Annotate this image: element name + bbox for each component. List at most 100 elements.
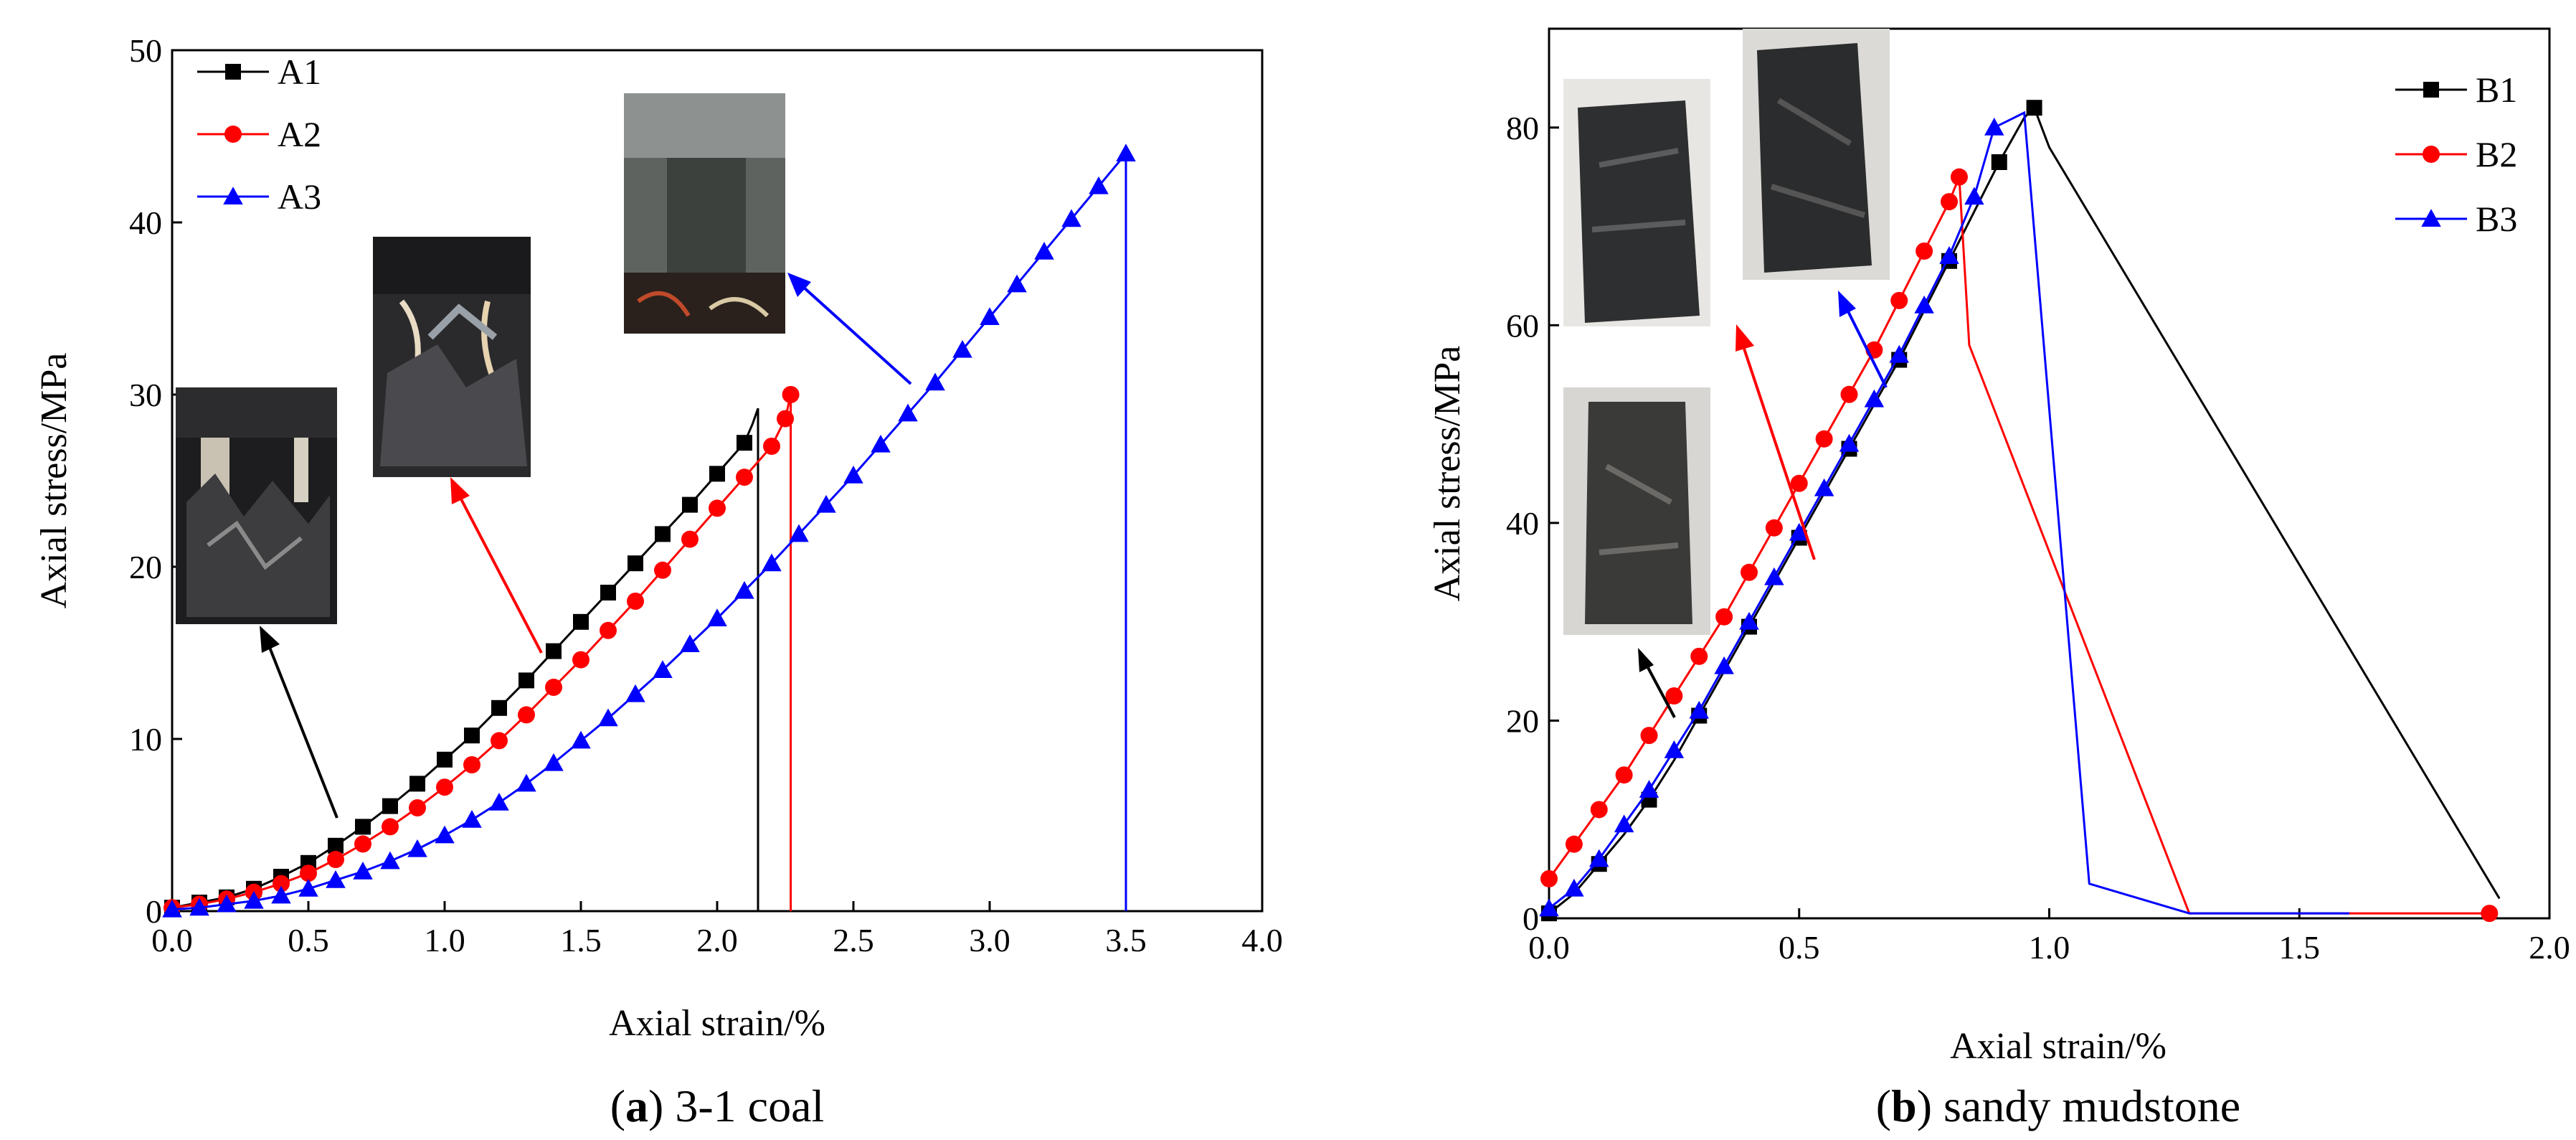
data-point-A3 — [544, 753, 564, 771]
legend-label: B1 — [2476, 70, 2517, 110]
data-point-A1 — [382, 798, 398, 814]
data-point-A2 — [354, 835, 371, 853]
y-tick-label: 50 — [129, 32, 162, 69]
y-tick-label: 80 — [1506, 110, 1539, 146]
data-point-A3 — [707, 608, 727, 626]
legend-marker — [224, 126, 242, 143]
data-point-B3 — [1614, 814, 1634, 833]
series-group-a — [162, 143, 1136, 918]
arrow-b1 — [1638, 648, 1676, 718]
data-point-A3 — [244, 890, 264, 909]
caption-a: (a) 3-1 coal — [610, 1080, 825, 1131]
x-tick-label: 0.5 — [1779, 929, 1820, 966]
data-point-B2 — [1540, 870, 1558, 887]
x-tick-label: 1.5 — [2279, 929, 2321, 966]
data-point-A2 — [782, 386, 800, 403]
data-point-B2 — [1665, 687, 1683, 705]
data-point-A2 — [777, 410, 794, 428]
data-point-B3 — [1539, 898, 1559, 917]
data-point-A3 — [407, 839, 427, 857]
legend-label: A2 — [278, 114, 321, 154]
x-tick-label: 0.0 — [151, 922, 193, 958]
y-tick-label: 40 — [129, 204, 162, 241]
specimen-photo-a2 — [373, 237, 531, 477]
data-point-A1 — [546, 643, 562, 659]
data-point-B3 — [1764, 567, 1784, 585]
legend-item-A1: A1 — [197, 52, 321, 92]
specimen-photo-b1 — [1563, 79, 1710, 326]
x-tick-label: 1.0 — [424, 922, 465, 958]
data-point-A2 — [627, 593, 644, 610]
data-point-A1 — [655, 526, 671, 542]
legend-marker — [2421, 209, 2441, 227]
data-point-A2 — [545, 679, 562, 696]
data-point-A3 — [271, 885, 291, 904]
legend-marker — [225, 64, 241, 80]
data-point-B2 — [1765, 519, 1783, 537]
data-point-B2 — [1565, 835, 1583, 853]
data-point-B3 — [1889, 344, 1909, 363]
series-group-b — [1539, 100, 2501, 923]
data-point-A1 — [628, 555, 643, 572]
data-point-A3 — [1116, 143, 1136, 161]
y-tick-label: 60 — [1506, 307, 1539, 344]
y-axis-label-b: Axial stress/MPa — [1427, 346, 1468, 602]
x-tick-label: 0.5 — [288, 922, 329, 958]
data-point-B3 — [1589, 849, 1609, 867]
data-point-B2 — [1815, 430, 1833, 448]
specimen-photo-b3 — [1563, 387, 1710, 635]
data-point-B2 — [1790, 474, 1808, 492]
legend-item-A2: A2 — [197, 114, 321, 154]
data-point-B3 — [1664, 740, 1685, 758]
data-point-A3 — [625, 684, 645, 702]
legend-marker — [223, 187, 243, 204]
axis-ticks-b: 0.0 0.5 1.0 1.5 2.0 0 20 40 60 80 — [1506, 110, 2570, 966]
data-point-A3 — [816, 494, 836, 513]
data-point-B2 — [1640, 727, 1658, 745]
data-point-B2 — [1615, 766, 1633, 784]
legend-marker — [2423, 146, 2440, 163]
data-point-A3 — [516, 773, 536, 792]
data-point-A2 — [736, 468, 753, 486]
legend-label: B3 — [2476, 199, 2517, 239]
data-point-A3 — [598, 708, 618, 727]
y-axis-label-a: Axial stress/MPa — [34, 353, 75, 609]
data-point-A3 — [789, 524, 809, 542]
data-point-A3 — [462, 810, 482, 828]
data-point-A1 — [409, 776, 425, 792]
data-point-A3 — [217, 894, 237, 913]
axis-ticks-a: 0.0 0.5 1.0 1.5 2.0 2.5 3.0 3.5 4.0 0 10 20 30 40 50 — [129, 32, 1283, 958]
data-point-B3 — [1939, 246, 1959, 264]
data-point-B3 — [1714, 656, 1734, 674]
data-point-A1 — [437, 751, 453, 768]
data-point-B1 — [2026, 100, 2042, 116]
data-point-B3 — [1639, 780, 1659, 798]
legend-item-A3: A3 — [197, 176, 321, 217]
data-point-A2 — [382, 818, 399, 836]
data-point-A3 — [1007, 274, 1027, 293]
data-point-A2 — [273, 875, 290, 892]
data-point-B2 — [1590, 801, 1608, 819]
data-point-A2 — [463, 756, 480, 773]
arrow-b3 — [1838, 291, 1888, 388]
data-point-A2 — [681, 530, 699, 548]
data-point-A1 — [464, 727, 480, 744]
specimen-photo-a1 — [176, 387, 337, 624]
data-point-A1 — [328, 837, 344, 854]
x-tick-label: 1.0 — [2029, 929, 2070, 966]
legend-label: B2 — [2476, 134, 2517, 174]
x-tick-label: 2.5 — [833, 922, 874, 958]
legend-item-B2: B2 — [2395, 134, 2517, 174]
data-point-B2 — [1690, 647, 1708, 665]
data-point-A1 — [491, 699, 507, 716]
data-point-B2 — [1840, 385, 1858, 403]
data-point-B3 — [1689, 700, 1709, 719]
data-point-B2 — [1715, 608, 1733, 626]
chart-panel-a: 0.0 0.5 1.0 1.5 2.0 2.5 3.0 3.5 4.0 0 10 20 30 40 50 — [34, 32, 1283, 1131]
y-tick-label: 20 — [129, 549, 162, 585]
data-point-A2 — [491, 732, 508, 750]
arrow-a2 — [450, 477, 543, 654]
data-point-A2 — [654, 561, 671, 579]
legend-label: A1 — [278, 52, 321, 92]
data-point-A3 — [734, 580, 754, 599]
